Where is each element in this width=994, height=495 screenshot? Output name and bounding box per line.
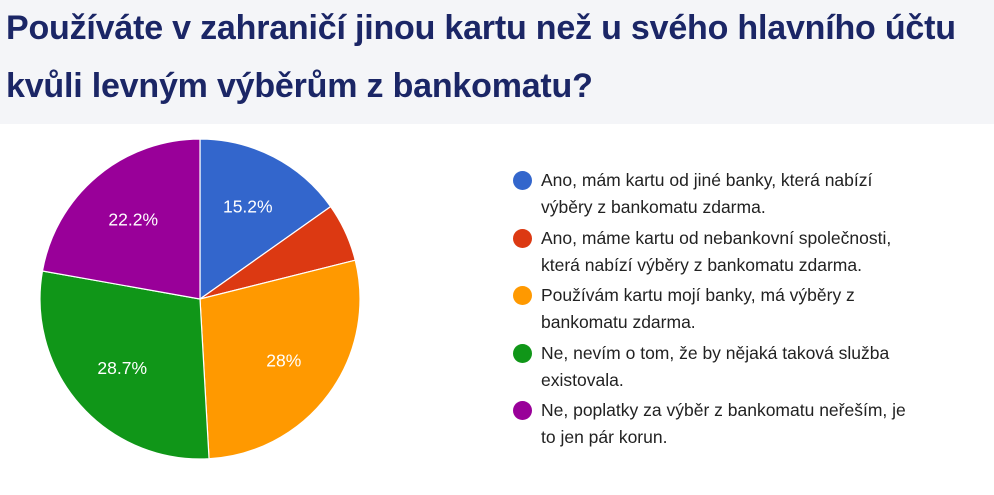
pie-slice [199, 138, 332, 301]
legend-label-line-1: Ano, máme kartu od nebankovní společnost… [541, 227, 892, 248]
legend-item: Ano, mám kartu od jiné banky, která nabí… [513, 167, 983, 221]
pie-slice-label: 28% [266, 351, 301, 371]
legend-label-line-2: která nabízí výběry z bankomatu zdarma. [541, 254, 862, 275]
pie-slice-label: 15.2% [223, 197, 273, 217]
legend-color-dot [513, 171, 532, 190]
legend-item: Používám kartu mojí banky, má výběry z b… [513, 282, 983, 336]
chart-title-line-2: kvůli levným výběrům z bankomatu? [6, 67, 593, 105]
pie-slice [41, 138, 201, 300]
legend-color-dot [513, 286, 532, 305]
pie-slice [199, 259, 361, 460]
legend-color-dot [513, 401, 532, 420]
legend-color-dot [513, 343, 532, 363]
legend-label-line-2: existovala. [541, 369, 624, 390]
legend-label-line-1: Ne, nevím o tom, že by nějaká taková slu… [541, 342, 890, 363]
legend-label-line-2: to jen pár korun. [541, 427, 668, 447]
pie-slice [39, 270, 210, 460]
chart-legend: Ano, mám kartu od jiné banky, která nabí… [513, 167, 983, 455]
pie-slice-label: 28.7% [97, 358, 147, 378]
legend-item: Ne, nevím o tom, že by nějaká taková slu… [513, 340, 983, 394]
legend-label-line-2: bankomatu zdarma. [541, 312, 696, 332]
pie-chart: 15.2% 28% 28.7% 22.2% [39, 138, 361, 460]
title-header: Používáte v zahraničí jinou kartu než u … [0, 0, 994, 124]
legend-label-line-1: Ano, mám kartu od jiné banky, která nabí… [541, 170, 873, 190]
legend-label-line-2: výběry z bankomatu zdarma. [541, 197, 766, 217]
legend-label-line-1: Ne, poplatky za výběr z bankomatu neřeší… [541, 400, 906, 420]
legend-item: Ano, máme kartu od nebankovní společnost… [513, 225, 983, 279]
chart-title-line-1: Používáte v zahraničí jinou kartu než u … [6, 9, 956, 47]
legend-item: Ne, poplatky za výběr z bankomatu neřeší… [513, 397, 983, 451]
legend-color-dot [513, 228, 532, 248]
legend-label-line-1: Používám kartu mojí banky, má výběry z [541, 285, 855, 305]
pie-slice-label: 22.2% [108, 209, 158, 229]
